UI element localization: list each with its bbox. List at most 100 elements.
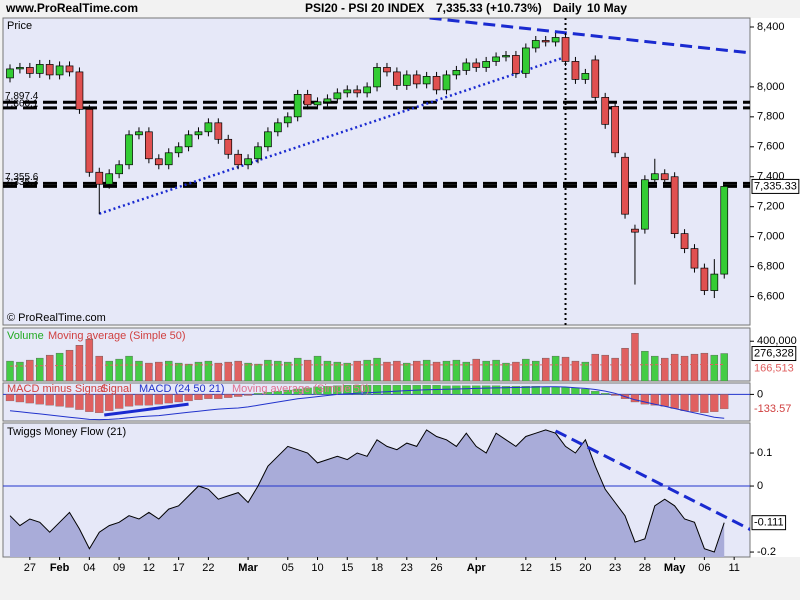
histogram-bar	[154, 394, 163, 405]
candle-body	[581, 73, 590, 80]
volume-bar	[452, 359, 461, 381]
level-label: 7,355.6	[5, 172, 39, 183]
histogram-bar	[35, 394, 44, 405]
histogram-bar	[551, 386, 560, 395]
x-tick-label: 15	[549, 562, 561, 574]
histogram-bar	[243, 394, 253, 396]
candle-body	[462, 62, 471, 71]
volume-bar	[363, 359, 371, 381]
x-tick-label: 28	[639, 562, 651, 574]
candle-body	[482, 61, 491, 68]
histogram-bar	[273, 390, 282, 395]
candle-body	[105, 173, 114, 185]
x-tick-label: 12	[143, 562, 155, 574]
macd-plot	[3, 385, 750, 421]
volume-bar	[303, 359, 312, 381]
candle-body	[690, 248, 699, 269]
candle-body	[6, 68, 14, 79]
volume-bar	[85, 339, 94, 381]
candle-body	[45, 64, 54, 76]
volume-bar	[571, 360, 580, 381]
candle-body	[264, 131, 272, 148]
area-line	[9, 429, 725, 553]
candle-body	[402, 74, 411, 86]
signal-title: Signal	[101, 383, 132, 395]
volume-bar	[16, 361, 24, 381]
panel-title: Price	[7, 20, 32, 32]
x-tick-label: 23	[401, 562, 413, 574]
candle-body	[164, 152, 173, 166]
histogram-bar	[571, 387, 580, 395]
x-tick-label: 23	[609, 562, 621, 574]
panel-title: MACD minus Signal	[7, 383, 105, 395]
histogram-bar	[65, 394, 74, 408]
volume-bar	[254, 363, 262, 381]
histogram-bar	[293, 388, 302, 395]
histogram-bar	[95, 394, 104, 414]
volume-bar	[115, 358, 123, 381]
histogram-bar	[105, 394, 114, 411]
histogram-bar	[263, 392, 273, 395]
candle-body	[283, 116, 292, 124]
quote: 7,335.33 (+10.73%)	[436, 1, 542, 15]
histogram-bar	[531, 386, 540, 395]
histogram-bar	[581, 388, 590, 395]
trend-line	[554, 429, 750, 532]
volume-bar	[36, 357, 44, 381]
y-tick-label: 7,000	[757, 231, 785, 243]
value-box	[751, 346, 797, 362]
candle-body	[611, 106, 619, 154]
candle-body	[492, 56, 500, 62]
histogram-bar	[45, 394, 54, 406]
x-tick-label: 04	[83, 562, 95, 574]
candle-body	[273, 122, 282, 133]
candle-body	[293, 94, 302, 118]
volume-bar	[591, 353, 599, 381]
price-panel	[2, 17, 751, 326]
candle-body	[303, 94, 312, 106]
candle-body	[422, 76, 431, 85]
x-tick-label: Feb	[50, 562, 70, 574]
volume-bar	[641, 350, 649, 381]
histogram-bar	[55, 394, 64, 407]
ma-line	[9, 363, 725, 367]
y-tick-label: 0	[757, 480, 763, 492]
histogram-bar	[660, 394, 669, 407]
volume-bar	[432, 361, 441, 381]
volume-bar	[373, 357, 381, 381]
volume-bar	[204, 360, 213, 381]
volume-bar	[462, 361, 471, 381]
candle-body	[432, 76, 441, 91]
volume-bar	[184, 363, 193, 381]
histogram-bar	[15, 394, 25, 403]
volume-bar	[541, 357, 550, 381]
volume-bar	[581, 361, 590, 381]
volume-bar	[6, 360, 14, 381]
macd-title: MACD (24 50 21)	[139, 383, 225, 395]
histogram-bar	[501, 386, 511, 395]
level-label: 7,335.3	[5, 177, 39, 188]
volume-bar	[75, 345, 84, 381]
candle-body	[95, 171, 104, 185]
volume-bar	[670, 353, 679, 381]
histogram-bar	[214, 394, 223, 399]
volume-bar	[631, 333, 639, 381]
histogram-bar	[124, 394, 134, 407]
histogram-bar	[303, 387, 312, 395]
histogram-bar	[174, 394, 183, 403]
panel-title: Twiggs Money Flow (21)	[7, 426, 126, 438]
y-tick-label: 7,600	[757, 141, 785, 153]
candle-body	[442, 74, 451, 91]
histogram-bar	[224, 394, 233, 398]
panel-title: Volume	[7, 330, 44, 342]
volume-bar	[482, 360, 490, 381]
volume-bar	[293, 357, 302, 381]
value-label: -0.111	[754, 517, 784, 529]
value-label: 276,328	[754, 347, 794, 359]
histogram-bar	[253, 393, 263, 395]
candle-body	[353, 89, 362, 94]
y-tick-label: 0	[757, 388, 763, 400]
candle-body	[631, 228, 639, 233]
